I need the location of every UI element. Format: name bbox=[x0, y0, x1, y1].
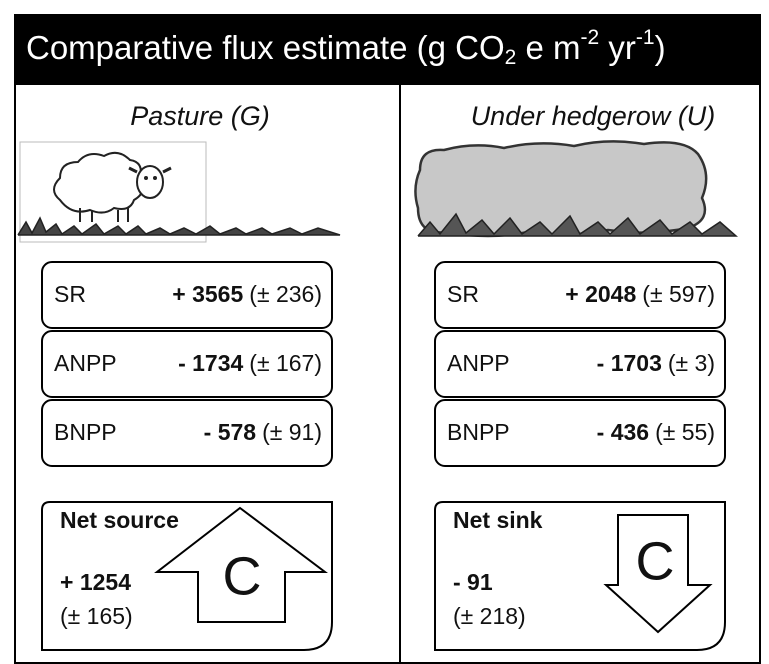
sheep-ears bbox=[128, 166, 172, 174]
flux-box bbox=[434, 399, 726, 467]
panel-heading: Under hedgerow (U) bbox=[471, 101, 716, 131]
flux-box bbox=[41, 399, 333, 467]
title-text: e m bbox=[516, 29, 580, 66]
arrow-down bbox=[603, 514, 713, 634]
sheep-body bbox=[53, 151, 144, 214]
flux-label: ANPP bbox=[54, 350, 117, 376]
flux-value-group: - 1703 (± 3) bbox=[597, 350, 715, 376]
title-text: yr bbox=[599, 29, 636, 66]
grass bbox=[17, 216, 341, 236]
flux-box bbox=[434, 330, 726, 398]
sheep-illustration bbox=[19, 141, 207, 243]
flux-label: BNPP bbox=[447, 419, 510, 445]
flux-box bbox=[41, 330, 333, 398]
flux-value: - 1734 bbox=[178, 350, 243, 376]
sheep-head bbox=[136, 165, 164, 199]
title: Comparative flux estimate (g CO2 e m-2 y… bbox=[26, 26, 666, 69]
net-value: + 1254 bbox=[60, 569, 131, 595]
flux-box bbox=[41, 261, 333, 329]
flux-value: - 578 bbox=[204, 419, 257, 445]
flux-value-group: + 2048 (± 597) bbox=[565, 281, 715, 307]
flux-value: + 3565 bbox=[172, 281, 243, 307]
flux-error: (± 3) bbox=[668, 350, 715, 376]
net-label: Net sink bbox=[453, 507, 543, 533]
arrow-symbol: C bbox=[636, 531, 675, 591]
sheep-eye bbox=[153, 176, 157, 180]
flux-value: + 2048 bbox=[565, 281, 636, 307]
net-value: - 91 bbox=[453, 569, 493, 595]
flux-error: (± 91) bbox=[262, 419, 322, 445]
arrow-symbol: C bbox=[223, 546, 262, 606]
flux-label: BNPP bbox=[54, 419, 117, 445]
flux-value: - 1703 bbox=[597, 350, 662, 376]
sheep-eye bbox=[144, 176, 148, 180]
hedge-grass bbox=[417, 212, 738, 237]
flux-label: SR bbox=[447, 281, 479, 307]
flux-error: (± 55) bbox=[655, 419, 715, 445]
flux-value-group: + 3565 (± 236) bbox=[172, 281, 322, 307]
hedge-illustration bbox=[414, 140, 738, 238]
title-bar bbox=[15, 15, 760, 85]
flux-value-group: - 578 (± 91) bbox=[204, 419, 322, 445]
flux-error: (± 597) bbox=[642, 281, 715, 307]
flux-value-group: - 1734 (± 167) bbox=[178, 350, 322, 376]
arrow-up bbox=[154, 506, 328, 623]
flux-error: (± 167) bbox=[249, 350, 322, 376]
title-text: ) bbox=[655, 29, 666, 66]
title-sub: 2 bbox=[505, 46, 517, 69]
flux-label: ANPP bbox=[447, 350, 510, 376]
panel-heading: Pasture (G) bbox=[130, 101, 270, 131]
flux-box bbox=[434, 261, 726, 329]
sheep-legs bbox=[79, 208, 129, 222]
net-error: (± 218) bbox=[453, 603, 526, 629]
net-error: (± 165) bbox=[60, 603, 133, 629]
title-text: Comparative flux estimate (g CO bbox=[26, 29, 505, 66]
net-label: Net source bbox=[60, 507, 179, 533]
flux-error: (± 236) bbox=[249, 281, 322, 307]
title-sup: -2 bbox=[581, 26, 600, 49]
title-sup: -1 bbox=[636, 26, 655, 49]
flux-value: - 436 bbox=[597, 419, 649, 445]
panels: Pasture (G)SR + 3565 (± 236)ANPP - 1734 (± 1… bbox=[41, 101, 726, 651]
flux-label: SR bbox=[54, 281, 86, 307]
image-frame bbox=[19, 141, 207, 243]
flux-value-group: - 436 (± 55) bbox=[597, 419, 715, 445]
